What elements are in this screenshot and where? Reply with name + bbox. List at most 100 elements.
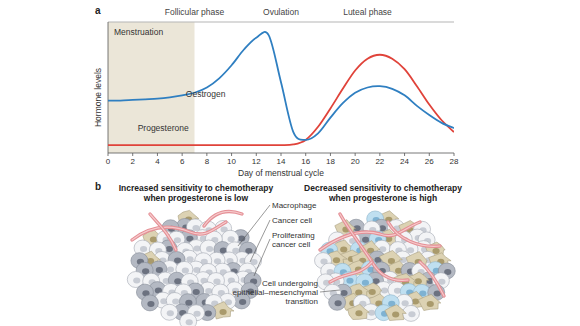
heading: Increased sensitivity to chemotherapy — [119, 183, 274, 193]
blood-vessel — [330, 262, 372, 282]
cell — [418, 294, 441, 310]
blood-vessel — [340, 214, 408, 280]
nucleus — [167, 310, 174, 316]
cell — [141, 295, 158, 311]
phase-label: Luteal phase — [343, 7, 392, 17]
figure: aMenstruationFollicular phaseOvulationLu… — [0, 0, 580, 326]
nucleus — [182, 267, 189, 273]
callout-label: Cell undergoing — [262, 279, 318, 288]
x-tick-label: 28 — [450, 157, 459, 166]
blood-vessel — [204, 211, 242, 226]
x-tick-label: 24 — [400, 157, 409, 166]
phase-label: Ovulation — [263, 7, 299, 17]
nucleus — [427, 301, 434, 307]
nucleus — [213, 279, 220, 285]
x-tick-label: 14 — [277, 157, 286, 166]
x-tick-label: 12 — [252, 157, 261, 166]
nucleus — [407, 247, 414, 253]
nucleus — [238, 236, 245, 242]
nucleus — [368, 310, 375, 316]
x-tick-label: 6 — [180, 157, 185, 166]
x-tick-label: 8 — [205, 157, 210, 166]
callout-label: Cancer cell — [272, 216, 312, 225]
leader-line — [238, 205, 270, 246]
plot-area — [108, 32, 454, 145]
blood-vessel — [340, 214, 408, 280]
nucleus — [205, 311, 212, 317]
nucleus — [228, 236, 235, 242]
x-tick-label: 0 — [106, 157, 111, 166]
panel-label: a — [95, 5, 101, 16]
x-tick-label: 22 — [375, 157, 384, 166]
nucleus — [194, 246, 201, 252]
blood-vessel — [320, 222, 420, 250]
series-label: Progesterone — [138, 123, 189, 133]
callout-label: Macrophage — [272, 201, 317, 210]
x-tick — [305, 153, 306, 156]
x-tick — [404, 153, 405, 156]
blood-vessel — [388, 222, 440, 246]
cell — [348, 304, 370, 319]
nucleus — [362, 237, 369, 243]
nucleus — [402, 300, 409, 306]
blood-vessel — [150, 214, 176, 250]
nucleus — [193, 289, 200, 295]
nucleus — [133, 278, 140, 284]
nucleus — [219, 309, 226, 315]
nucleus — [381, 288, 388, 294]
nucleus — [174, 237, 181, 243]
blood-vessel — [132, 222, 226, 240]
nucleus — [205, 288, 212, 294]
nucleus — [369, 289, 376, 295]
phase-line — [108, 22, 454, 23]
x-tick — [132, 153, 133, 156]
nucleus — [166, 246, 173, 252]
x-tick — [330, 153, 331, 156]
leader-line — [250, 220, 270, 262]
nucleus — [432, 248, 439, 254]
blood-vessel — [388, 222, 440, 246]
heading: when progesterone is low — [143, 193, 249, 203]
x-tick-label: 18 — [326, 157, 335, 166]
blood-vessel — [420, 262, 444, 296]
x-tick — [355, 153, 356, 156]
nucleus — [362, 280, 369, 286]
leader-line — [320, 290, 340, 292]
nucleus — [174, 278, 181, 284]
series-label: Oestrogen — [186, 89, 226, 99]
y-axis-label: Hormone levels — [93, 68, 103, 127]
callout-label: cancer cell — [272, 240, 310, 249]
panel-label: b — [95, 181, 101, 192]
nucleus — [156, 267, 163, 273]
x-tick-label: 20 — [351, 157, 360, 166]
series-line — [108, 32, 454, 140]
x-tick — [231, 153, 232, 156]
x-tick — [454, 153, 455, 156]
heading: Decreased sensitivity to chemotherapy — [304, 183, 462, 193]
nucleus — [333, 257, 340, 263]
blood-vessel — [204, 211, 242, 226]
cell — [180, 313, 197, 326]
x-axis-label: Day of menstrual cycle — [238, 168, 324, 178]
nucleus — [186, 256, 193, 262]
nucleus — [167, 267, 174, 273]
x-tick — [256, 153, 257, 156]
leader-line — [254, 239, 270, 276]
x-tick — [182, 153, 183, 156]
nucleus — [340, 247, 347, 253]
x-tick-label: 16 — [301, 157, 310, 166]
callout-label: transition — [286, 297, 318, 306]
nucleus — [192, 225, 199, 231]
x-tick — [379, 153, 380, 156]
blood-vessel — [330, 262, 372, 282]
x-tick — [429, 153, 430, 156]
nucleus — [412, 298, 419, 304]
heading: when progesterone is high — [328, 193, 437, 203]
nucleus — [355, 310, 362, 316]
blood-vessel — [150, 214, 176, 250]
nucleus — [206, 246, 213, 252]
x-tick-label: 26 — [425, 157, 434, 166]
y-axis — [108, 22, 109, 153]
x-tick — [157, 153, 158, 156]
shaded-period — [108, 22, 195, 153]
